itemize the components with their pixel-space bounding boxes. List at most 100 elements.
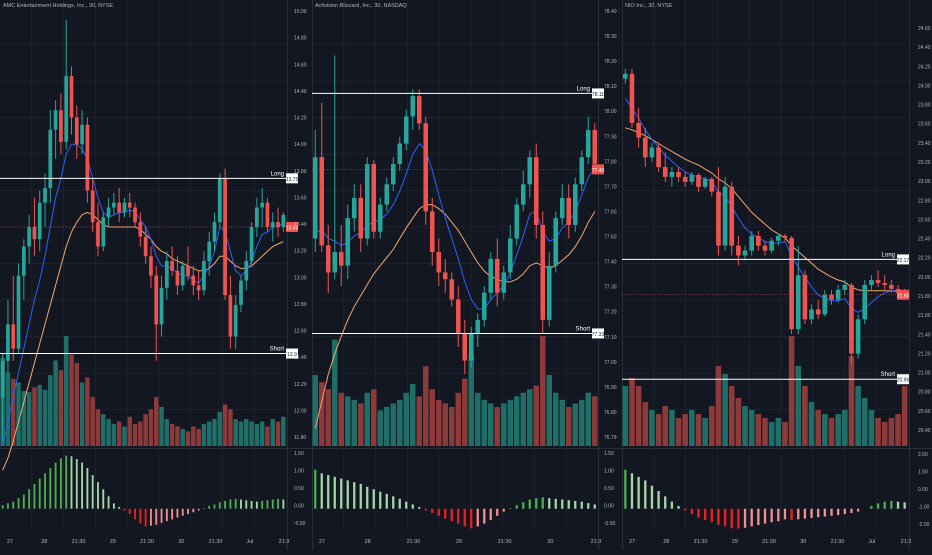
candle[interactable] bbox=[559, 184, 565, 225]
candle[interactable] bbox=[795, 245, 801, 335]
candle[interactable] bbox=[217, 173, 222, 227]
candle[interactable] bbox=[682, 172, 688, 187]
candle[interactable] bbox=[546, 252, 552, 327]
candle[interactable] bbox=[255, 197, 259, 237]
candle[interactable] bbox=[649, 142, 655, 163]
candle[interactable] bbox=[410, 89, 416, 131]
candle[interactable] bbox=[133, 202, 137, 227]
candle[interactable] bbox=[889, 280, 894, 293]
candle[interactable] bbox=[789, 235, 794, 335]
candle[interactable] bbox=[481, 285, 487, 327]
candle[interactable] bbox=[716, 167, 721, 256]
candle[interactable] bbox=[338, 224, 344, 286]
candle[interactable] bbox=[729, 181, 735, 256]
candle[interactable] bbox=[709, 176, 715, 197]
candle[interactable] bbox=[27, 214, 31, 264]
candle[interactable] bbox=[207, 231, 212, 276]
candle[interactable] bbox=[849, 282, 854, 364]
candle[interactable] bbox=[815, 299, 821, 320]
candle[interactable] bbox=[212, 212, 217, 252]
candle[interactable] bbox=[164, 251, 169, 300]
candle[interactable] bbox=[358, 184, 364, 253]
candle[interactable] bbox=[423, 116, 429, 225]
candle[interactable] bbox=[403, 109, 409, 151]
candle[interactable] bbox=[449, 272, 455, 307]
candle[interactable] bbox=[540, 211, 546, 334]
candle[interactable] bbox=[249, 222, 254, 266]
candle[interactable] bbox=[475, 313, 481, 348]
candle[interactable] bbox=[696, 172, 701, 192]
candle[interactable] bbox=[106, 197, 111, 227]
candle[interactable] bbox=[260, 188, 265, 227]
candle[interactable] bbox=[689, 172, 695, 185]
candle[interactable] bbox=[455, 285, 461, 348]
candle[interactable] bbox=[514, 197, 520, 246]
candle[interactable] bbox=[276, 207, 280, 237]
candle[interactable] bbox=[629, 68, 635, 128]
candle[interactable] bbox=[196, 270, 201, 300]
candle[interactable] bbox=[702, 176, 708, 189]
candle[interactable] bbox=[85, 117, 90, 203]
candle[interactable] bbox=[842, 280, 848, 295]
candle[interactable] bbox=[223, 168, 227, 300]
candle[interactable] bbox=[364, 157, 370, 246]
candle[interactable] bbox=[869, 275, 874, 290]
candle[interactable] bbox=[533, 143, 539, 239]
candle[interactable] bbox=[676, 167, 681, 182]
candle[interactable] bbox=[636, 108, 641, 148]
candle[interactable] bbox=[802, 270, 808, 325]
candle[interactable] bbox=[662, 152, 668, 182]
candle[interactable] bbox=[875, 270, 881, 287]
candle[interactable] bbox=[37, 190, 42, 252]
candle[interactable] bbox=[32, 197, 37, 257]
candle[interactable] bbox=[855, 314, 861, 359]
candle[interactable] bbox=[722, 176, 728, 251]
candle[interactable] bbox=[862, 280, 868, 325]
candle[interactable] bbox=[585, 116, 591, 164]
candle[interactable] bbox=[312, 130, 318, 253]
candle[interactable] bbox=[117, 188, 122, 223]
candle[interactable] bbox=[186, 246, 190, 281]
candle[interactable] bbox=[96, 202, 100, 257]
candle[interactable] bbox=[270, 212, 275, 242]
candle[interactable] bbox=[377, 197, 383, 239]
candle[interactable] bbox=[756, 230, 761, 251]
candle[interactable] bbox=[656, 142, 661, 173]
candle[interactable] bbox=[265, 197, 270, 232]
candle[interactable] bbox=[345, 204, 351, 280]
candle[interactable] bbox=[281, 212, 286, 232]
candle[interactable] bbox=[436, 238, 442, 286]
candle[interactable] bbox=[397, 136, 403, 171]
candle[interactable] bbox=[138, 212, 143, 247]
candle[interactable] bbox=[566, 184, 572, 239]
candle[interactable] bbox=[143, 227, 148, 264]
candle[interactable] bbox=[233, 295, 238, 349]
candle[interactable] bbox=[90, 178, 95, 232]
candle[interactable] bbox=[669, 167, 675, 187]
candle[interactable] bbox=[642, 127, 648, 168]
candle[interactable] bbox=[579, 150, 585, 192]
candle[interactable] bbox=[228, 275, 233, 349]
candle[interactable] bbox=[239, 275, 243, 313]
candle[interactable] bbox=[390, 157, 396, 192]
candle[interactable] bbox=[622, 68, 628, 84]
candle[interactable] bbox=[16, 263, 21, 354]
candle[interactable] bbox=[122, 197, 127, 218]
candle[interactable] bbox=[170, 246, 174, 276]
candle[interactable] bbox=[0, 353, 5, 442]
candle[interactable] bbox=[520, 170, 526, 212]
candle[interactable] bbox=[762, 240, 768, 256]
candle[interactable] bbox=[127, 192, 132, 218]
candle[interactable] bbox=[572, 177, 578, 232]
candle[interactable] bbox=[53, 100, 58, 159]
candle[interactable] bbox=[6, 300, 10, 373]
candle[interactable] bbox=[782, 233, 788, 241]
candle[interactable] bbox=[775, 233, 781, 246]
candle[interactable] bbox=[809, 304, 814, 325]
candle[interactable] bbox=[442, 258, 448, 293]
candle[interactable] bbox=[159, 275, 164, 337]
candle[interactable] bbox=[416, 89, 422, 131]
candle[interactable] bbox=[319, 102, 325, 253]
candle[interactable] bbox=[191, 265, 196, 296]
